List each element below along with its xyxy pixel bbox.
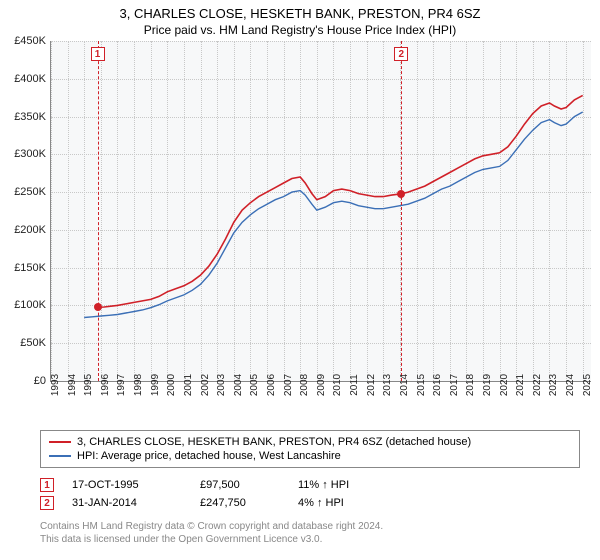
- lines-layer: [51, 41, 591, 381]
- chart-title: 3, CHARLES CLOSE, HESKETH BANK, PRESTON,…: [0, 0, 600, 21]
- x-tick-label: 2009: [316, 374, 327, 396]
- legend: 3, CHARLES CLOSE, HESKETH BANK, PRESTON,…: [40, 430, 580, 468]
- event-marker: [94, 303, 102, 311]
- x-tick-label: 2020: [499, 374, 510, 396]
- x-tick-label: 1994: [67, 374, 78, 396]
- x-tick-label: 2018: [465, 374, 476, 396]
- x-tick-label: 2022: [532, 374, 543, 396]
- events-table: 1 17-OCT-1995 £97,500 11% ↑ HPI 2 31-JAN…: [40, 476, 520, 512]
- series-line-hpi: [84, 112, 583, 318]
- license-line-1: Contains HM Land Registry data © Crown c…: [40, 520, 580, 533]
- event-date-2: 31-JAN-2014: [72, 497, 182, 509]
- x-tick-label: 1993: [50, 374, 61, 396]
- y-tick-label: £50K: [2, 337, 46, 349]
- y-tick-label: £300K: [2, 148, 46, 160]
- legend-row-property: 3, CHARLES CLOSE, HESKETH BANK, PRESTON,…: [49, 435, 571, 449]
- x-tick-label: 2007: [283, 374, 294, 396]
- x-tick-label: 2004: [233, 374, 244, 396]
- event-line: [401, 41, 402, 381]
- x-tick-label: 2000: [166, 374, 177, 396]
- x-tick-label: 1997: [116, 374, 127, 396]
- x-tick-label: 2016: [432, 374, 443, 396]
- y-tick-label: £250K: [2, 186, 46, 198]
- event-date-1: 17-OCT-1995: [72, 479, 182, 491]
- license-line-2: This data is licensed under the Open Gov…: [40, 533, 580, 546]
- x-tick-label: 2002: [200, 374, 211, 396]
- x-tick-label: 1998: [133, 374, 144, 396]
- event-row-1: 1 17-OCT-1995 £97,500 11% ↑ HPI: [40, 476, 520, 494]
- x-tick-label: 2013: [382, 374, 393, 396]
- chart-subtitle: Price paid vs. HM Land Registry's House …: [0, 21, 600, 41]
- x-tick-label: 2010: [332, 374, 343, 396]
- x-tick-label: 1999: [150, 374, 161, 396]
- event-line: [98, 41, 99, 381]
- x-tick-label: 1995: [83, 374, 94, 396]
- event-price-1: £97,500: [200, 479, 280, 491]
- event-row-2: 2 31-JAN-2014 £247,750 4% ↑ HPI: [40, 494, 520, 512]
- event-badge-1: 1: [40, 478, 54, 492]
- x-tick-label: 2012: [366, 374, 377, 396]
- legend-label-hpi: HPI: Average price, detached house, West…: [77, 450, 341, 462]
- footer: 3, CHARLES CLOSE, HESKETH BANK, PRESTON,…: [40, 430, 580, 546]
- x-tick-label: 1996: [100, 374, 111, 396]
- legend-swatch-property: [49, 441, 71, 443]
- event-pct-1: 11% ↑ HPI: [298, 479, 398, 491]
- y-tick-label: £150K: [2, 262, 46, 274]
- x-tick-label: 2025: [582, 374, 593, 396]
- event-badge-2: 2: [40, 496, 54, 510]
- x-tick-label: 2014: [399, 374, 410, 396]
- chart-container: 3, CHARLES CLOSE, HESKETH BANK, PRESTON,…: [0, 0, 600, 560]
- x-tick-label: 2015: [416, 374, 427, 396]
- x-tick-label: 2021: [515, 374, 526, 396]
- x-tick-label: 2023: [548, 374, 559, 396]
- event-badge: 2: [394, 47, 408, 61]
- chart-area: £0 £50K £100K £150K £200K £250K £300K £350K £400…: [0, 41, 600, 421]
- x-tick-label: 2024: [565, 374, 576, 396]
- y-tick-label: £400K: [2, 73, 46, 85]
- x-tick-label: 2008: [299, 374, 310, 396]
- y-tick-label: £450K: [2, 35, 46, 47]
- x-tick-label: 2011: [349, 374, 360, 396]
- x-tick-label: 2006: [266, 374, 277, 396]
- x-tick-label: 2003: [216, 374, 227, 396]
- x-tick-label: 2017: [449, 374, 460, 396]
- legend-label-property: 3, CHARLES CLOSE, HESKETH BANK, PRESTON,…: [77, 436, 471, 448]
- y-tick-label: £100K: [2, 299, 46, 311]
- x-tick-label: 2019: [482, 374, 493, 396]
- y-tick-label: £0: [2, 375, 46, 387]
- x-tick-label: 2001: [183, 374, 194, 396]
- legend-swatch-hpi: [49, 455, 71, 457]
- license-text: Contains HM Land Registry data © Crown c…: [40, 520, 580, 546]
- y-tick-label: £200K: [2, 224, 46, 236]
- event-price-2: £247,750: [200, 497, 280, 509]
- plot-area: 12: [50, 41, 591, 382]
- event-marker: [397, 190, 405, 198]
- y-tick-label: £350K: [2, 111, 46, 123]
- legend-row-hpi: HPI: Average price, detached house, West…: [49, 449, 571, 463]
- event-badge: 1: [91, 47, 105, 61]
- event-pct-2: 4% ↑ HPI: [298, 497, 398, 509]
- x-tick-label: 2005: [249, 374, 260, 396]
